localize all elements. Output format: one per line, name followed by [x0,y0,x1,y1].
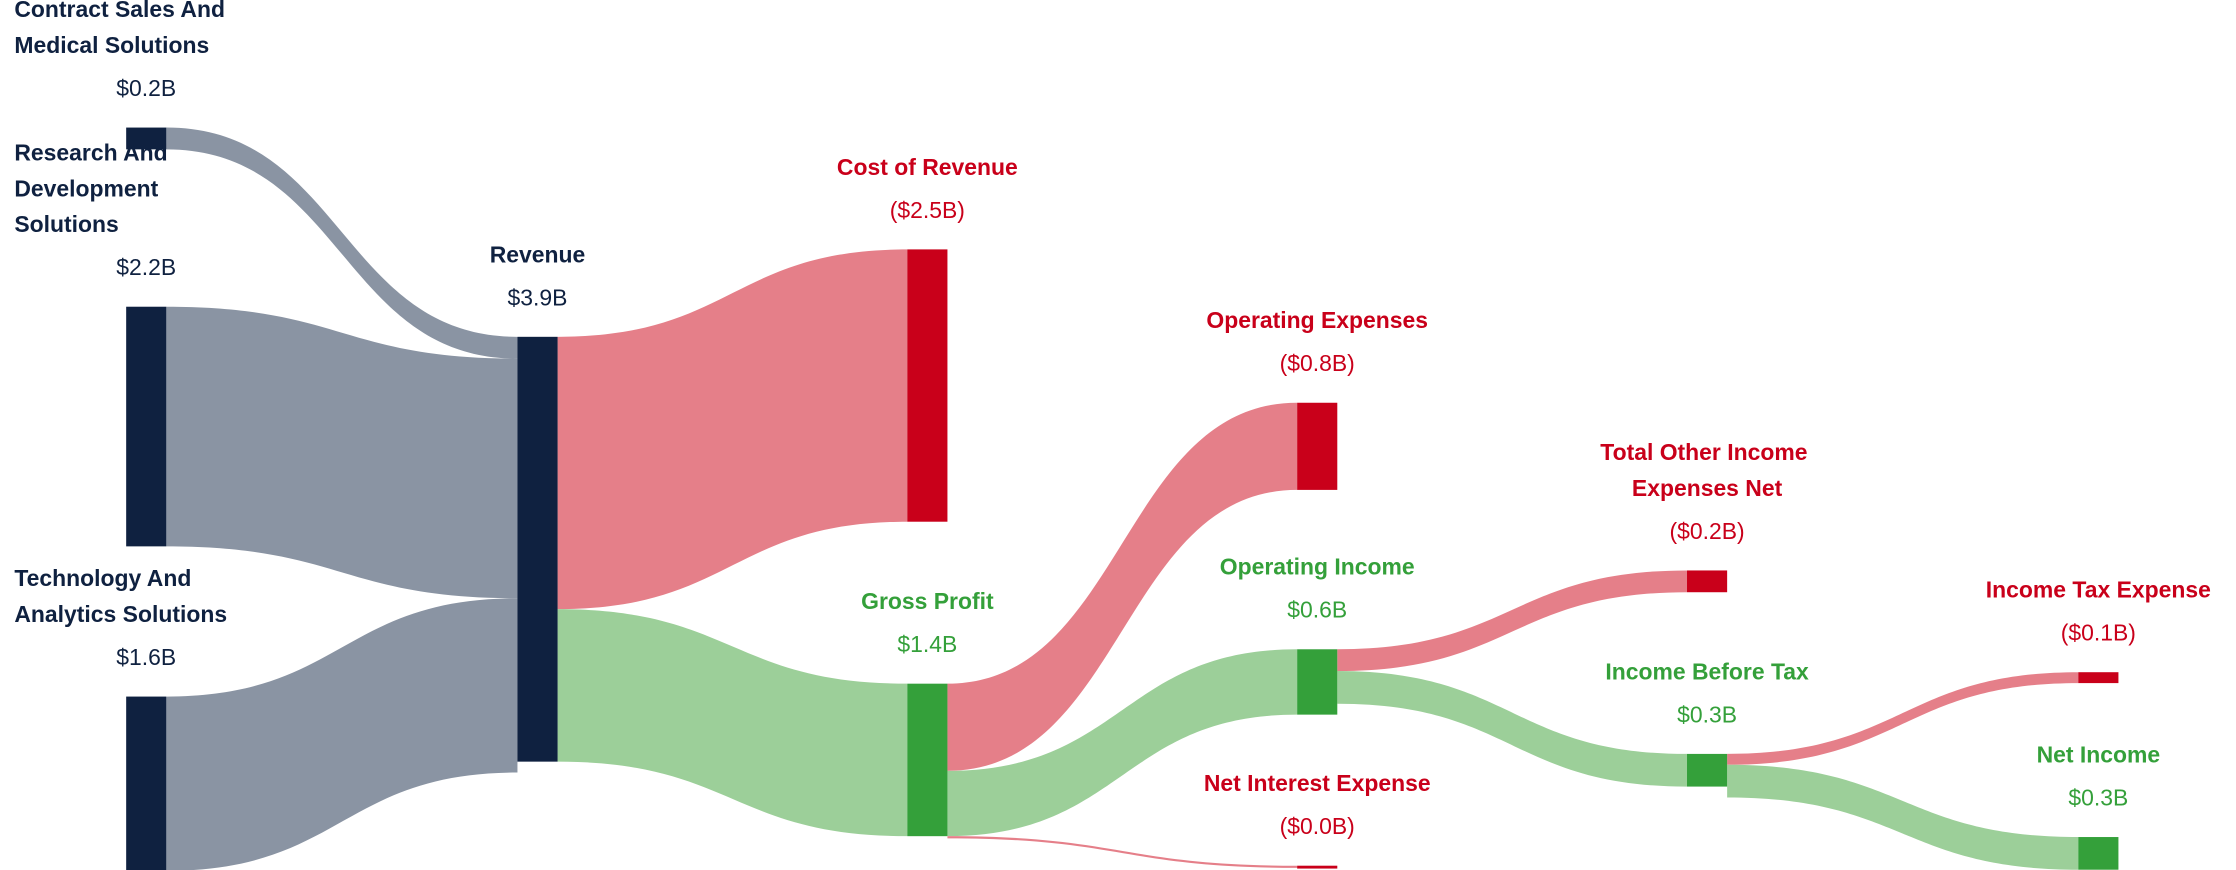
node-value-label: ($2.5B) [890,197,965,223]
node-value-label: $1.4B [897,631,957,657]
flow-link [947,649,1298,837]
labels: Contract Sales And Medical Solutions $0.2… [14,0,2211,839]
node-bar [126,306,167,547]
node-label: Income Tax Expense [1986,577,2211,603]
node-bar [126,127,167,150]
node-value-label: $0.3B [1677,701,1737,727]
node-value-label: $0.6B [1287,597,1347,623]
node-bar [2078,672,2119,684]
flow-link [947,836,1298,868]
node-value-label: $0.2B [116,75,176,101]
nodes [126,127,2119,870]
node-bar [2078,837,2119,870]
node-label: Technology And Analytics Solutions [14,565,227,627]
flow-link [166,306,518,599]
node-bar [1687,570,1728,593]
node-label: Income Before Tax [1605,658,1809,684]
node-label: Net Interest Expense [1204,770,1431,796]
node-value-label: $0.3B [2068,785,2128,811]
flow-link [166,598,518,870]
node-label: Operating Expenses [1206,307,1428,333]
node-bar [907,683,948,837]
links [166,127,2079,870]
node-label: Contract Sales And Medical Solutions [14,0,231,58]
node-label: Research And Development Solutions [14,140,174,238]
node-bar [126,696,167,870]
node-value-label: ($0.8B) [1280,350,1355,376]
node-label: Revenue [490,241,586,267]
node-label: Gross Profit [861,588,994,614]
node-label: Total Other Income Expenses Net [1600,439,1814,501]
flow-link [1727,672,2079,765]
node-value-label: ($0.1B) [2061,620,2136,646]
node-value-label: $2.2B [116,254,176,280]
flow-link [947,402,1298,771]
node-value-label: $3.9B [508,284,568,310]
node-bar [1687,753,1728,787]
flow-link [1337,671,1688,787]
flow-link [1727,764,2079,870]
node-value-label: ($0.2B) [1669,518,1744,544]
node-bar [1297,402,1338,490]
node-bar [907,249,948,522]
flow-link [1337,570,1688,672]
flow-link [166,127,518,359]
flow-link [557,609,908,837]
node-bar [1297,865,1338,869]
node-label: Operating Income [1220,554,1415,580]
node-bar [517,336,558,762]
node-label: Net Income [2037,742,2161,768]
node-bar [1297,649,1338,715]
flow-link [557,249,908,610]
node-label: Cost of Revenue [837,154,1018,180]
node-value-label: $1.6B [116,644,176,670]
node-value-label: ($0.0B) [1280,813,1355,839]
